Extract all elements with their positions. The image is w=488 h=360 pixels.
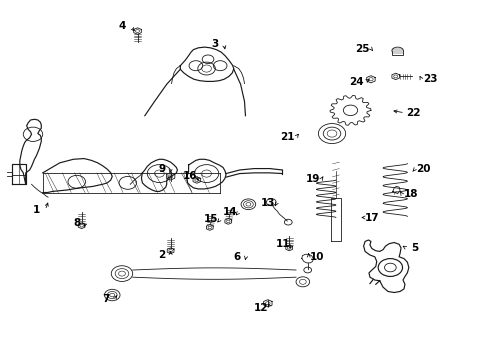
Text: 18: 18 (403, 189, 417, 199)
Text: 23: 23 (422, 74, 437, 84)
Text: 24: 24 (348, 77, 363, 87)
Text: 10: 10 (309, 252, 324, 262)
Text: 2: 2 (158, 250, 165, 260)
Text: 7: 7 (102, 294, 109, 303)
Text: 15: 15 (204, 214, 218, 224)
Text: 4: 4 (118, 21, 125, 31)
Text: 13: 13 (260, 198, 275, 208)
Text: 19: 19 (305, 174, 319, 184)
Text: 17: 17 (364, 212, 378, 222)
Text: 1: 1 (33, 205, 40, 215)
Text: 21: 21 (280, 132, 294, 142)
Text: 12: 12 (254, 303, 268, 313)
Text: 14: 14 (222, 207, 237, 217)
Text: 9: 9 (158, 164, 165, 174)
Text: 22: 22 (406, 108, 420, 118)
Text: 11: 11 (276, 239, 290, 249)
Text: 20: 20 (415, 164, 430, 174)
Text: 16: 16 (183, 171, 197, 181)
Text: 25: 25 (354, 44, 368, 54)
Text: 8: 8 (73, 218, 80, 228)
Text: 6: 6 (233, 252, 240, 262)
Text: 5: 5 (410, 243, 417, 253)
Text: 3: 3 (211, 39, 219, 49)
